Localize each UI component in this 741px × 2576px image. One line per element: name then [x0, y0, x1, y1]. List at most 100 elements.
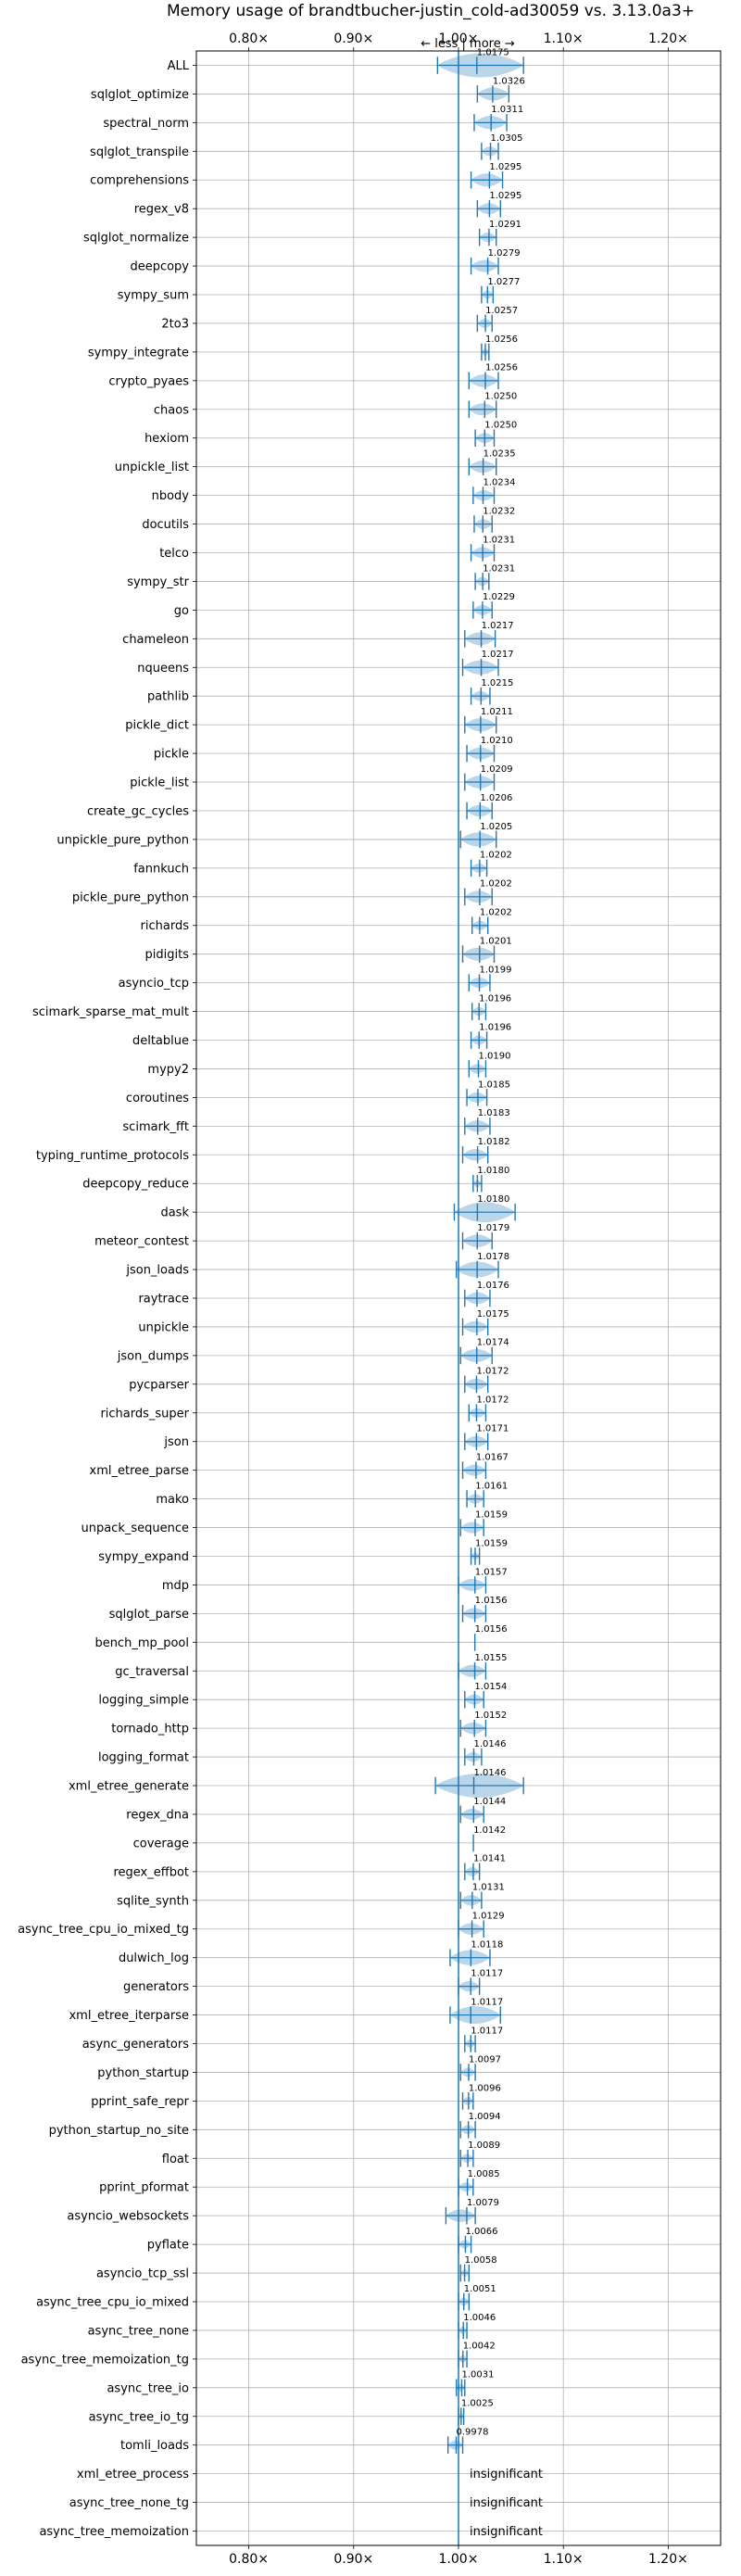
category-label-71: pprint_safe_repr — [91, 2095, 189, 2109]
data-label-68: 1.0117 — [471, 1997, 503, 2007]
data-label-67: 1.0117 — [471, 1968, 503, 1978]
data-label-8: 1.0277 — [487, 277, 520, 287]
data-label-54: 1.0156 — [475, 1596, 508, 1606]
data-label-2: 1.0311 — [491, 105, 523, 115]
data-label-61: 1.0144 — [473, 1797, 506, 1807]
data-label-57: 1.0154 — [474, 1682, 507, 1692]
data-label-43: 1.0176 — [477, 1281, 509, 1291]
data-label-77: 1.0058 — [465, 2255, 497, 2266]
data-label-48: 1.0171 — [476, 1424, 509, 1434]
category-label-60: xml_etree_generate — [69, 1780, 189, 1794]
data-label-42: 1.0178 — [477, 1252, 509, 1262]
data-label-76: 1.0066 — [465, 2227, 497, 2237]
category-label-5: regex_v8 — [134, 203, 189, 217]
category-label-23: pickle_dict — [125, 719, 189, 733]
x-tick-label-top-0: 0.80× — [229, 32, 269, 46]
data-label-18: 1.0231 — [483, 563, 515, 574]
category-label-70: python_startup — [97, 2066, 189, 2080]
data-label-22: 1.0215 — [481, 678, 513, 688]
data-label-34: 1.0196 — [479, 1022, 511, 1032]
data-label-35: 1.0190 — [479, 1051, 511, 1061]
data-label-64: 1.0131 — [472, 1883, 505, 1893]
data-label-74: 1.0085 — [468, 2169, 500, 2179]
category-label-33: scimark_sparse_mat_mult — [32, 1005, 189, 1019]
category-label-31: pidigits — [145, 948, 190, 962]
data-label-71: 1.0096 — [469, 2083, 501, 2093]
category-label-84: xml_etree_process — [77, 2468, 189, 2481]
category-label-41: meteor_contest — [94, 1235, 189, 1249]
category-label-7: deepcopy — [130, 260, 189, 274]
category-label-62: coverage — [133, 1837, 189, 1850]
category-label-43: raytrace — [138, 1293, 189, 1307]
data-label-12: 1.0250 — [484, 392, 517, 402]
data-label-53: 1.0157 — [475, 1567, 508, 1577]
data-label-79: 1.0046 — [463, 2313, 496, 2323]
category-label-51: unpack_sequence — [81, 1522, 189, 1535]
data-label-38: 1.0182 — [478, 1137, 510, 1147]
category-label-22: pathlib — [147, 690, 189, 704]
category-label-4: comprehensions — [90, 174, 189, 188]
category-label-63: regex_effbot — [113, 1865, 189, 1879]
category-label-68: xml_etree_iterparse — [69, 2009, 189, 2023]
x-tick-label-top-3: 1.10× — [544, 32, 584, 46]
data-label-21: 1.0217 — [482, 650, 514, 660]
chart-title: Memory usage of brandtbucher-justin_cold… — [167, 2, 695, 20]
category-label-76: pyflate — [147, 2239, 189, 2253]
data-label-13: 1.0250 — [484, 421, 517, 431]
data-label-65: 1.0129 — [472, 1912, 505, 1922]
data-label-63: 1.0141 — [473, 1854, 506, 1864]
data-label-24: 1.0210 — [481, 736, 513, 746]
data-label-66: 1.0118 — [471, 1940, 503, 1951]
data-label-62: 1.0142 — [473, 1825, 506, 1836]
category-label-46: pycparser — [129, 1378, 189, 1392]
x-tick-label-bottom-4: 1.20× — [648, 2552, 688, 2567]
category-label-58: tornado_http — [111, 1723, 189, 1736]
category-label-53: mdp — [162, 1579, 189, 1593]
data-label-60: 1.0146 — [474, 1768, 507, 1778]
data-label-40: 1.0180 — [477, 1194, 509, 1205]
category-label-37: scimark_fft — [122, 1120, 189, 1134]
data-label-16: 1.0232 — [483, 506, 515, 516]
data-label-4: 1.0295 — [489, 162, 521, 172]
data-label-55: 1.0156 — [475, 1624, 508, 1635]
category-label-65: async_tree_cpu_io_mixed_tg — [18, 1923, 189, 1937]
category-label-16: docutils — [142, 518, 189, 532]
data-label-11: 1.0256 — [485, 363, 518, 373]
category-label-72: python_startup_no_site — [49, 2124, 189, 2138]
category-label-10: sympy_integrate — [88, 346, 189, 360]
data-label-56: 1.0155 — [475, 1653, 508, 1663]
data-label-28: 1.0202 — [480, 851, 512, 861]
category-label-38: typing_runtime_protocols — [36, 1149, 189, 1163]
category-label-30: richards — [141, 919, 190, 933]
data-label-30: 1.0202 — [480, 908, 512, 918]
data-label-15: 1.0234 — [483, 477, 515, 487]
category-label-75: asyncio_websockets — [67, 2210, 189, 2224]
data-label-51: 1.0159 — [475, 1509, 508, 1520]
category-label-14: unpickle_list — [115, 461, 189, 474]
data-label-73: 1.0089 — [468, 2140, 500, 2151]
category-label-13: hexiom — [144, 432, 189, 446]
category-label-6: sqlglot_normalize — [83, 232, 189, 246]
category-label-45: json_dumps — [117, 1349, 189, 1363]
data-label-59: 1.0146 — [474, 1739, 507, 1749]
plot-area: 0.80× 0.80× 0.90× 0.90× 1.00× 1.00× 1.10× 1.10×… — [18, 32, 722, 2567]
category-label-79: async_tree_none — [88, 2324, 189, 2338]
category-label-24: pickle — [154, 748, 189, 762]
data-label-39: 1.0180 — [477, 1166, 509, 1176]
data-label-0: 1.0175 — [477, 47, 509, 57]
category-label-59: logging_format — [98, 1751, 189, 1765]
category-label-82: async_tree_io_tg — [89, 2410, 189, 2424]
data-label-19: 1.0229 — [483, 592, 515, 602]
category-label-49: xml_etree_parse — [90, 1464, 189, 1478]
category-label-8: sympy_sum — [118, 289, 189, 303]
data-label-41: 1.0179 — [477, 1223, 509, 1233]
category-label-54: sqlglot_parse — [109, 1608, 189, 1622]
category-label-27: unpickle_pure_python — [57, 833, 189, 847]
x-tick-label-top-2: 1.00× — [439, 32, 479, 46]
category-label-3: sqlglot_transpile — [90, 145, 189, 159]
insignificant-label-85: insignificant — [470, 2496, 543, 2510]
data-label-46: 1.0172 — [476, 1367, 509, 1377]
data-label-52: 1.0159 — [475, 1538, 508, 1548]
data-label-45: 1.0174 — [477, 1338, 509, 1348]
category-label-69: async_generators — [82, 2038, 190, 2052]
